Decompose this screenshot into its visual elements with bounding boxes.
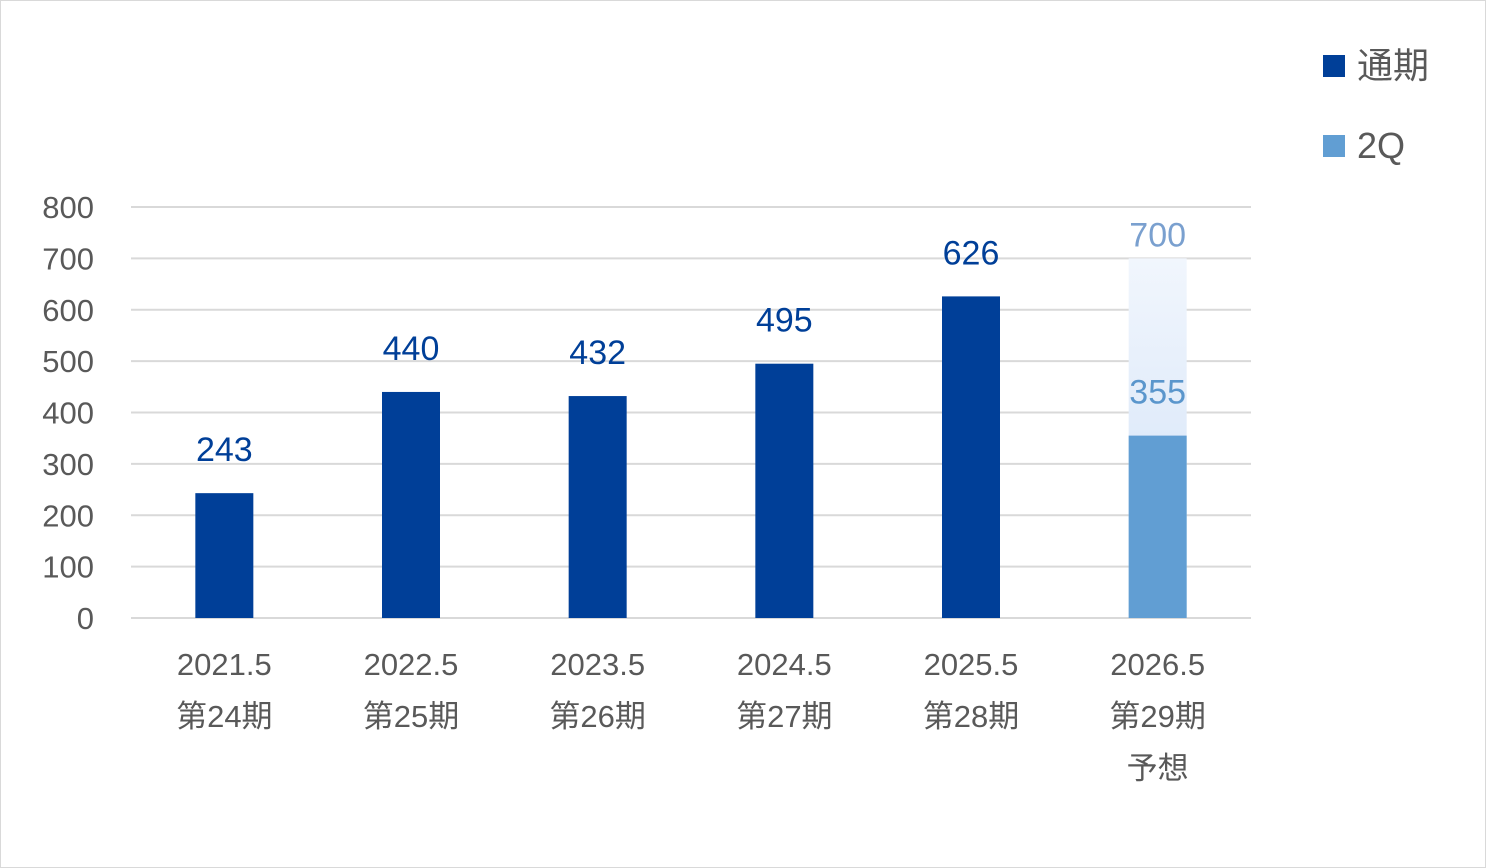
data-label-full-year: 432 bbox=[569, 334, 626, 372]
data-label-full-year: 626 bbox=[943, 234, 1000, 272]
bar-full-year bbox=[942, 296, 1000, 618]
legend: 通期 2Q bbox=[1323, 44, 1429, 204]
legend-item-full-year: 通期 bbox=[1323, 44, 1429, 88]
x-tick-label: 第29期 bbox=[1109, 699, 1205, 734]
gridlines bbox=[131, 206, 1251, 619]
x-tick-label: 第28期 bbox=[923, 699, 1019, 734]
y-tick-label: 400 bbox=[42, 396, 94, 431]
x-tick-label: 第26期 bbox=[549, 699, 645, 734]
x-tick-label: 2025.5 bbox=[924, 647, 1019, 682]
x-tick-label: 2022.5 bbox=[364, 647, 459, 682]
x-tick-label: 2024.5 bbox=[737, 647, 832, 682]
bar-2q bbox=[1128, 435, 1187, 618]
y-tick-label: 700 bbox=[42, 241, 94, 276]
y-tick-label: 0 bbox=[77, 601, 94, 636]
data-label-2q: 355 bbox=[1129, 374, 1186, 412]
x-tick-label: 第24期 bbox=[176, 699, 272, 734]
data-label-full-year: 243 bbox=[196, 431, 253, 469]
bar-full-year bbox=[382, 391, 440, 618]
y-tick-label: 200 bbox=[42, 498, 94, 533]
x-tick-label: 予想 bbox=[1127, 751, 1189, 786]
x-tick-label: 2023.5 bbox=[550, 647, 645, 682]
legend-item-2q: 2Q bbox=[1323, 124, 1429, 168]
x-tick-label: 第25期 bbox=[363, 699, 459, 734]
y-tick-label: 100 bbox=[42, 550, 94, 585]
bars bbox=[195, 258, 1187, 618]
x-tick-label: 2026.5 bbox=[1110, 647, 1205, 682]
bar-full-year bbox=[755, 363, 814, 618]
data-labels: 243 440 432 495 626 700 355 bbox=[196, 216, 1186, 469]
legend-label-full-year: 通期 bbox=[1357, 45, 1430, 86]
y-tick-label: 800 bbox=[42, 190, 94, 225]
data-label-full-year-forecast: 700 bbox=[1129, 216, 1186, 254]
data-label-full-year: 495 bbox=[756, 302, 813, 340]
data-label-full-year: 440 bbox=[383, 330, 440, 368]
legend-label-2q: 2Q bbox=[1357, 125, 1406, 166]
x-tick-label: 第27期 bbox=[736, 699, 832, 734]
y-tick-label: 300 bbox=[42, 447, 94, 482]
legend-swatch-full-year bbox=[1323, 55, 1345, 77]
bar-full-year bbox=[568, 396, 627, 618]
y-axis-ticks: 0 100 200 300 400 500 600 700 800 bbox=[42, 190, 94, 636]
y-tick-label: 500 bbox=[42, 344, 94, 379]
legend-swatch-2q bbox=[1323, 135, 1345, 157]
bar-full-year bbox=[195, 493, 254, 618]
x-tick-label: 2021.5 bbox=[177, 647, 272, 682]
y-tick-label: 600 bbox=[42, 293, 94, 328]
x-axis-ticks: 2021.5 第24期 2022.5 第25期 2023.5 第26期 2024.5 第27期… bbox=[176, 647, 1206, 786]
